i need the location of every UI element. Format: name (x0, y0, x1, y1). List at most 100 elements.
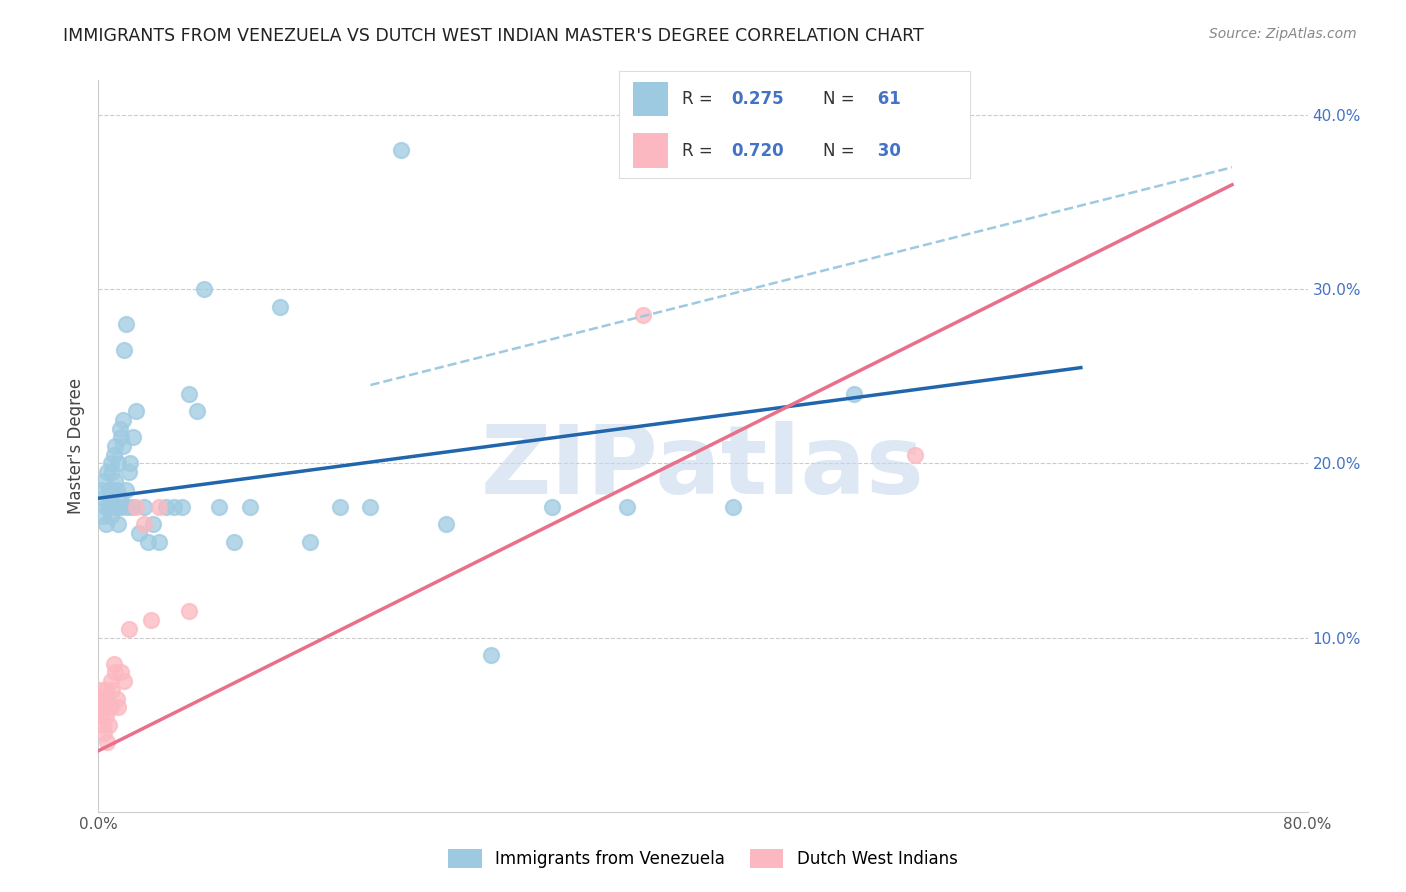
Point (115, 500, 138, 514)
Point (434, 517, 457, 532)
Point (104, 474, 127, 488)
Point (107, 517, 129, 532)
Y-axis label: Master's Degree: Master's Degree (66, 378, 84, 514)
Point (128, 526, 150, 541)
Point (108, 421, 131, 435)
Text: N =: N = (823, 90, 859, 108)
Text: R =: R = (682, 142, 718, 160)
Point (142, 517, 165, 532)
Point (93, 700, 115, 714)
Point (93, 474, 115, 488)
Point (132, 517, 155, 532)
Point (118, 465, 141, 479)
Point (125, 404, 148, 418)
Point (100, 700, 122, 714)
Point (118, 622, 141, 636)
Point (616, 500, 638, 514)
Point (96, 465, 118, 479)
Point (96, 735, 118, 749)
Point (148, 500, 170, 514)
Point (360, 500, 382, 514)
Point (103, 657, 125, 671)
Point (179, 386, 201, 401)
Text: ZIPatlas: ZIPatlas (481, 421, 925, 515)
Point (98, 717, 121, 731)
Point (101, 483, 124, 497)
Point (193, 282, 215, 296)
Text: Source: ZipAtlas.com: Source: ZipAtlas.com (1209, 27, 1357, 41)
Point (125, 500, 148, 514)
Point (112, 343, 135, 358)
Point (91, 691, 114, 706)
Point (239, 500, 262, 514)
Point (93, 726, 115, 740)
Point (105, 691, 128, 706)
Point (389, 143, 412, 157)
Point (104, 665, 127, 680)
Point (111, 439, 134, 453)
Text: 61: 61 (872, 90, 900, 108)
Point (103, 500, 125, 514)
Point (101, 682, 124, 697)
Point (170, 500, 193, 514)
Point (122, 430, 145, 444)
Point (90, 709, 112, 723)
Text: N =: N = (823, 142, 859, 160)
Point (94, 517, 117, 532)
Point (481, 648, 503, 662)
Point (110, 665, 132, 680)
Point (844, 386, 866, 401)
Point (100, 508, 122, 523)
Point (186, 404, 208, 418)
Point (121, 500, 143, 514)
FancyBboxPatch shape (633, 82, 668, 116)
Point (114, 317, 136, 331)
Point (107, 457, 129, 471)
Point (155, 500, 177, 514)
Text: 0.720: 0.720 (731, 142, 783, 160)
Point (98, 700, 121, 714)
Point (224, 534, 246, 549)
Point (90, 682, 112, 697)
Point (107, 700, 129, 714)
Text: R =: R = (682, 90, 718, 108)
Text: IMMIGRANTS FROM VENEZUELA VS DUTCH WEST INDIAN MASTER'S DEGREE CORRELATION CHART: IMMIGRANTS FROM VENEZUELA VS DUTCH WEST … (63, 27, 924, 45)
Point (94, 500, 117, 514)
Point (103, 448, 125, 462)
Point (101, 465, 124, 479)
Point (179, 604, 201, 618)
Point (94, 709, 117, 723)
Point (111, 413, 134, 427)
Point (132, 500, 155, 514)
Point (141, 613, 163, 627)
Point (90, 483, 112, 497)
Point (98, 483, 121, 497)
Point (94, 682, 117, 697)
Point (631, 309, 654, 323)
Point (723, 500, 745, 514)
Point (163, 500, 186, 514)
Point (91, 508, 114, 523)
Point (105, 483, 128, 497)
Legend: Immigrants from Venezuela, Dutch West Indians: Immigrants from Venezuela, Dutch West In… (441, 842, 965, 875)
Point (269, 300, 291, 314)
Point (91, 717, 114, 731)
Point (112, 674, 135, 689)
Point (100, 457, 122, 471)
Point (329, 500, 352, 514)
Point (904, 448, 927, 462)
Point (104, 439, 127, 453)
Point (108, 491, 131, 506)
Point (91, 491, 114, 506)
Point (98, 500, 121, 514)
Point (114, 483, 136, 497)
Point (89, 700, 111, 714)
Point (148, 534, 170, 549)
Point (136, 534, 159, 549)
Point (105, 500, 128, 514)
Point (299, 534, 322, 549)
Point (96, 691, 118, 706)
Point (110, 500, 132, 514)
Text: 30: 30 (872, 142, 901, 160)
Point (540, 500, 562, 514)
